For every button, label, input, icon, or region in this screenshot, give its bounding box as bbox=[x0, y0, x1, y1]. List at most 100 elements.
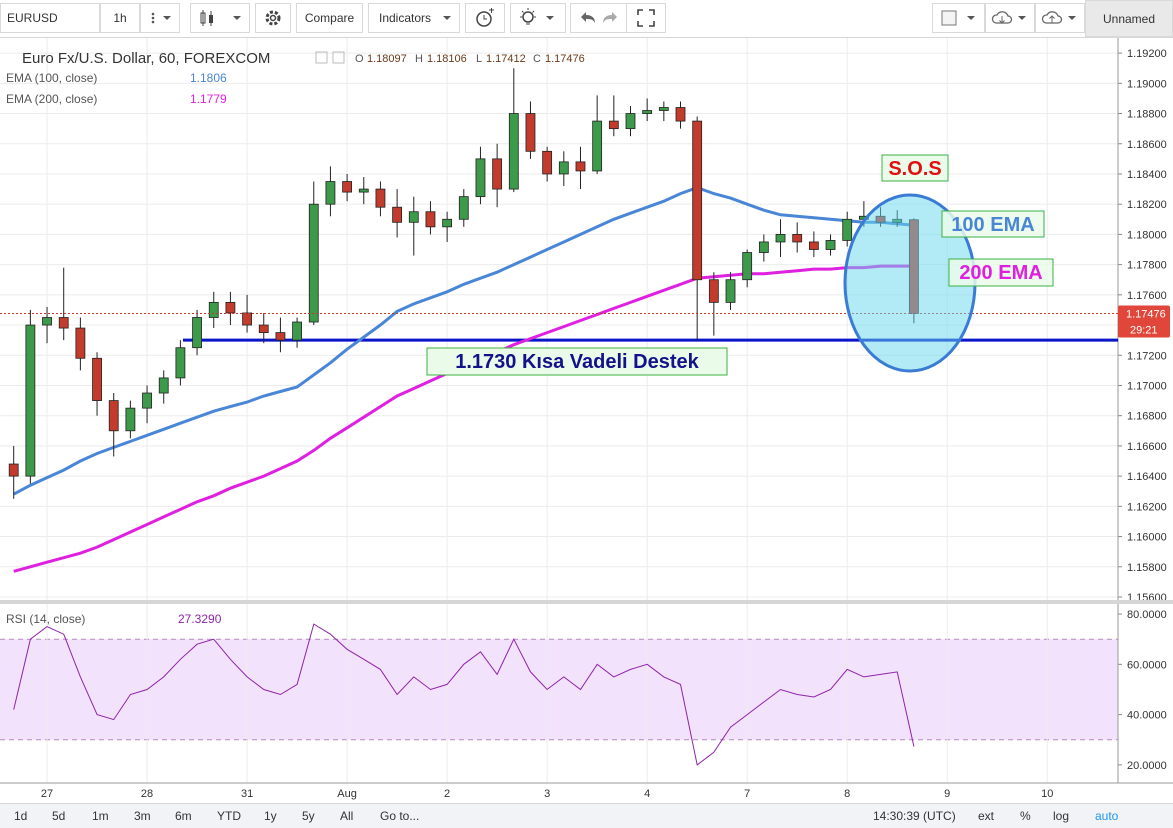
ideas-button[interactable] bbox=[510, 3, 566, 33]
candle-body bbox=[475, 158, 486, 198]
interval: 1h bbox=[113, 11, 127, 25]
y-tick-label: 1.19200 bbox=[1127, 48, 1167, 60]
y-tick-label: 1.16600 bbox=[1127, 441, 1167, 453]
clock: 14:30:39 (UTC) bbox=[873, 809, 956, 823]
range-button[interactable]: 6m bbox=[175, 809, 192, 823]
range-button[interactable]: 1m bbox=[92, 809, 109, 823]
menu-icon bbox=[151, 12, 171, 24]
range-button[interactable]: YTD bbox=[217, 809, 241, 823]
grid-layer: 27 28 31 Aug 2 3 4 7 8 9 101.156001.158001.160001.… bbox=[0, 38, 1173, 800]
ohlc-value: 1.17476 bbox=[545, 53, 585, 65]
bottom-bar: 1d 5d 1m 3m 6m YTD 1y 5y All Go to... 14:30:39 (UT… bbox=[0, 803, 1173, 828]
x-tick-label: Aug bbox=[337, 788, 357, 800]
layout-name-box[interactable]: Unnamed bbox=[1085, 0, 1173, 37]
symbol-box[interactable]: EURUSD bbox=[0, 3, 100, 33]
candle-body bbox=[175, 347, 186, 379]
bulb-icon bbox=[520, 8, 554, 25]
candle-body bbox=[825, 240, 836, 250]
candle-body bbox=[192, 317, 202, 349]
countdown-label: 29:21 bbox=[1130, 325, 1158, 337]
y-tick-label: 1.18800 bbox=[1127, 109, 1167, 121]
goto-button[interactable]: Go to... bbox=[380, 809, 420, 823]
range-button[interactable]: 1y bbox=[264, 809, 277, 823]
ohlc-value: 1.18097 bbox=[367, 53, 407, 65]
fullscreen-icon bbox=[637, 9, 655, 27]
series-line bbox=[13, 264, 914, 573]
price-label: 1.17476 bbox=[1126, 309, 1166, 321]
scale-option[interactable]: ext bbox=[978, 809, 995, 823]
indicators-button[interactable]: Indicators bbox=[368, 3, 460, 33]
range-button[interactable]: 1d bbox=[14, 809, 28, 823]
candle-icon bbox=[200, 10, 241, 26]
y-tick-label: 1.18400 bbox=[1127, 169, 1167, 181]
range-button[interactable]: 5d bbox=[52, 809, 66, 823]
candle-body bbox=[658, 107, 669, 111]
annotation-text: 200 EMA bbox=[959, 262, 1042, 284]
marks-layer: 1.17476 29:21 bbox=[0, 68, 1170, 766]
chart: 27 28 31 Aug 2 3 4 7 8 9 101.156001.158001.160001.… bbox=[0, 38, 1173, 800]
save-button[interactable] bbox=[1035, 3, 1085, 33]
candle-body bbox=[342, 181, 353, 193]
annotation-text: 1.1730 Kısa Vadeli Destek bbox=[455, 351, 699, 373]
candle-body bbox=[842, 218, 853, 241]
interval-box[interactable]: 1h bbox=[100, 3, 140, 33]
candle-body bbox=[758, 241, 769, 253]
cloud-down-icon bbox=[991, 11, 1026, 24]
candle-body bbox=[392, 206, 403, 223]
candle-body bbox=[792, 233, 803, 243]
candle-body bbox=[525, 113, 536, 152]
candle-body bbox=[642, 110, 653, 114]
x-tick-label: 8 bbox=[844, 788, 850, 800]
alert-button[interactable] bbox=[465, 3, 505, 33]
annotation-text: 100 EMA bbox=[951, 214, 1034, 236]
candle-body bbox=[425, 211, 436, 228]
scale-option[interactable]: log bbox=[1053, 809, 1070, 823]
candle-body bbox=[25, 324, 36, 477]
compare-button[interactable]: Compare bbox=[296, 3, 363, 33]
symbol: EURUSD bbox=[7, 11, 58, 25]
candle-body bbox=[8, 463, 19, 477]
chart-title: Euro Fx/U.S. Dollar, 60, FOREXCOM bbox=[22, 50, 270, 67]
candle-body bbox=[42, 317, 52, 326]
scale-option[interactable]: % bbox=[1020, 809, 1031, 823]
y-tick-label: 60.0000 bbox=[1127, 659, 1167, 671]
load-button[interactable] bbox=[985, 3, 1035, 33]
scale-option[interactable]: auto bbox=[1095, 809, 1119, 823]
undo-redo-icon bbox=[580, 12, 617, 23]
fullscreen-button[interactable] bbox=[626, 3, 666, 33]
legend: Euro Fx/U.S. Dollar, 60, FOREXCOM O 1.18… bbox=[6, 50, 585, 626]
annotation-box bbox=[941, 210, 1045, 238]
cloud-up-icon bbox=[1041, 11, 1076, 24]
candle-body bbox=[325, 181, 336, 205]
range-button[interactable]: All bbox=[340, 809, 354, 823]
indicators-label: Indicators bbox=[379, 11, 432, 25]
annotation-box bbox=[881, 154, 949, 182]
y-tick-label: 1.18200 bbox=[1127, 199, 1167, 211]
y-tick-label: 1.16200 bbox=[1127, 501, 1167, 513]
candle-body bbox=[225, 301, 236, 314]
candle-body bbox=[375, 188, 386, 208]
undo-redo[interactable] bbox=[570, 3, 626, 33]
candle-body bbox=[675, 107, 686, 122]
candle-body bbox=[458, 196, 469, 220]
interval-menu[interactable] bbox=[140, 3, 180, 33]
x-tick-label: 27 bbox=[41, 788, 53, 800]
ohlc-letter: O bbox=[355, 53, 364, 65]
candle-body bbox=[492, 158, 503, 190]
candle-body bbox=[208, 301, 219, 318]
pane-separator bbox=[0, 600, 1173, 604]
y-tick-label: 1.16800 bbox=[1127, 411, 1167, 423]
y-tick-label: 40.0000 bbox=[1127, 710, 1167, 722]
range-button[interactable]: 5y bbox=[302, 809, 315, 823]
chart-style-button[interactable] bbox=[190, 3, 250, 33]
range-button[interactable]: 3m bbox=[134, 809, 151, 823]
series-line bbox=[13, 623, 915, 766]
layout-button[interactable] bbox=[932, 3, 985, 33]
candle-body bbox=[575, 161, 586, 172]
candle-body bbox=[358, 188, 369, 193]
settings-button[interactable] bbox=[255, 3, 291, 33]
gear-icon bbox=[265, 10, 281, 26]
annotation-box bbox=[426, 347, 728, 376]
candle-body bbox=[508, 113, 519, 190]
candle-body bbox=[308, 203, 319, 323]
